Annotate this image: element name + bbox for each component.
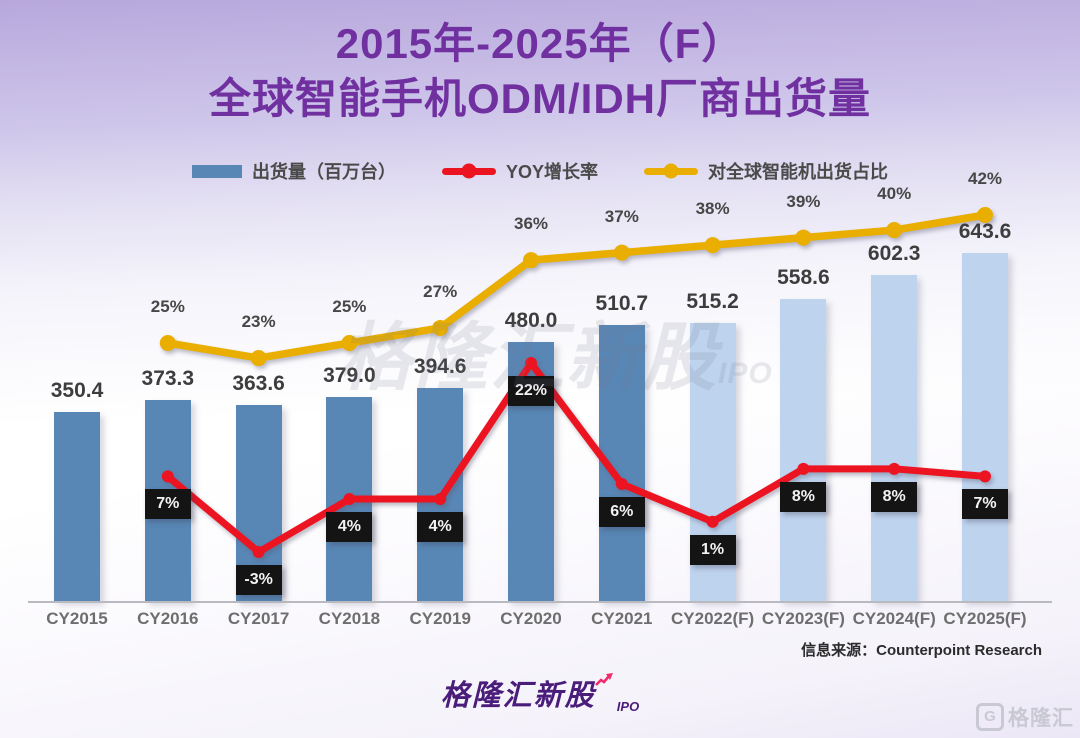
footer-brand-text: 格隆汇新股	[440, 680, 596, 712]
data-point	[523, 252, 539, 269]
bar-value-label: 373.3	[141, 366, 195, 390]
data-point	[161, 470, 174, 483]
data-point	[432, 319, 449, 336]
source-note: 信息来源：Counterpoint Research	[801, 642, 1042, 659]
title-line-2: 全球智能手机ODM/IDH厂商出货量	[209, 75, 871, 122]
bar-value-label: 379.0	[323, 363, 376, 387]
x-axis-label: CY2019	[409, 609, 471, 628]
data-point	[613, 244, 630, 261]
legend-label-share: 对全球智能机出货占比	[708, 162, 888, 182]
data-point	[979, 470, 991, 483]
bar-value-label: 363.6	[232, 372, 285, 396]
corner-watermark-logo: G 格隆汇	[976, 702, 1074, 732]
data-point	[706, 515, 719, 528]
footer-ipo-text: IPO	[616, 699, 640, 714]
yoy-value-label: -3%	[235, 564, 282, 595]
bar-CY2023(F)	[780, 299, 827, 601]
footer-brand-logo: 格隆汇新股 IPO	[0, 672, 1080, 714]
bar-value-label: 643.6	[958, 220, 1012, 243]
data-point	[797, 462, 810, 475]
data-point	[615, 477, 628, 490]
bar-CY2024(F)	[871, 275, 918, 601]
x-axis-label: CY2024(F)	[852, 609, 936, 628]
bar-CY2015	[54, 412, 100, 601]
center-watermark: 格隆汇新股IPO	[338, 316, 773, 399]
data-point	[704, 237, 721, 254]
yoy-value-label: 4%	[417, 512, 464, 543]
yoy-value-label: 8%	[871, 481, 918, 512]
bar-CY2025(F)	[962, 253, 1008, 601]
x-axis-label: CY2025(F)	[943, 609, 1027, 628]
yoy-value-label: 6%	[598, 496, 645, 527]
bar-value-label: 510.7	[595, 292, 649, 316]
legend-item-share: 对全球智能机出货占比	[644, 158, 888, 184]
yoy-value-label: 1%	[689, 534, 736, 565]
x-axis-label: CY2016	[137, 609, 199, 628]
x-axis-label: CY2020	[500, 609, 562, 628]
legend: 出货量（百万台） YOY增长率 对全球智能机出货占比	[0, 158, 1080, 184]
share-value-label: 25%	[150, 297, 185, 316]
bar-value-label: 394.6	[413, 355, 467, 379]
x-axis-label: CY2018	[318, 609, 381, 628]
data-point	[886, 222, 903, 239]
share-value-label: 42%	[967, 168, 1003, 188]
bar-value-label: 350.4	[50, 379, 104, 403]
share-value-label: 40%	[877, 184, 912, 204]
data-point	[888, 462, 901, 475]
bar-value-label: 480.0	[504, 308, 558, 332]
share-value-label: 37%	[604, 206, 639, 226]
data-point	[343, 493, 356, 506]
yoy-value-label: 7%	[962, 489, 1008, 520]
bar-value-label: 515.2	[686, 289, 739, 313]
bar-value-label: 602.3	[867, 242, 921, 266]
share-value-label: 39%	[786, 191, 821, 211]
x-axis-label: CY2021	[591, 609, 653, 628]
legend-label-yoy: YOY增长率	[505, 162, 598, 182]
legend-item-shipments: 出货量（百万台）	[191, 158, 396, 184]
legend-label-shipments: 出货量（百万台）	[251, 162, 396, 182]
share-line-swatch-icon	[644, 167, 698, 175]
share-value-label: 23%	[241, 312, 276, 332]
data-point	[159, 335, 176, 351]
share-value-label: 38%	[695, 199, 730, 219]
yoy-line-swatch-icon	[441, 167, 496, 175]
data-point	[252, 545, 265, 558]
data-point	[525, 356, 537, 369]
data-point	[341, 335, 358, 351]
title-line-1: 2015年-2025年（F）	[335, 20, 745, 67]
yoy-line	[161, 356, 991, 558]
share-value-label: 27%	[423, 281, 458, 301]
bar-swatch-icon	[191, 164, 242, 178]
yoy-value-label: 8%	[780, 481, 827, 512]
share-value-label: 25%	[332, 297, 367, 316]
yoy-value-label: 22%	[508, 375, 554, 406]
gelonghui-g-icon: G	[976, 703, 1004, 731]
bar-value-label: 558.6	[777, 266, 830, 290]
page-title: 2015年-2025年（F） 全球智能手机ODM/IDH厂商出货量	[0, 16, 1080, 126]
yoy-value-label: 4%	[326, 512, 373, 543]
data-point	[977, 206, 993, 223]
x-axis-line	[28, 601, 1052, 603]
x-axis-label: CY2023(F)	[761, 609, 845, 628]
share-value-label: 36%	[513, 214, 549, 234]
x-axis-label: CY2017	[227, 609, 290, 628]
legend-item-yoy: YOY增长率	[441, 158, 598, 184]
corner-logo-text: 格隆汇	[1008, 707, 1074, 730]
data-point	[795, 229, 812, 246]
trend-arrow-icon	[594, 673, 613, 686]
data-point	[434, 493, 447, 506]
data-point	[250, 350, 267, 367]
x-axis-label: CY2022(F)	[671, 609, 755, 628]
share-line	[159, 206, 993, 367]
yoy-value-label: 7%	[144, 489, 191, 520]
x-axis-label: CY2015	[46, 609, 108, 628]
